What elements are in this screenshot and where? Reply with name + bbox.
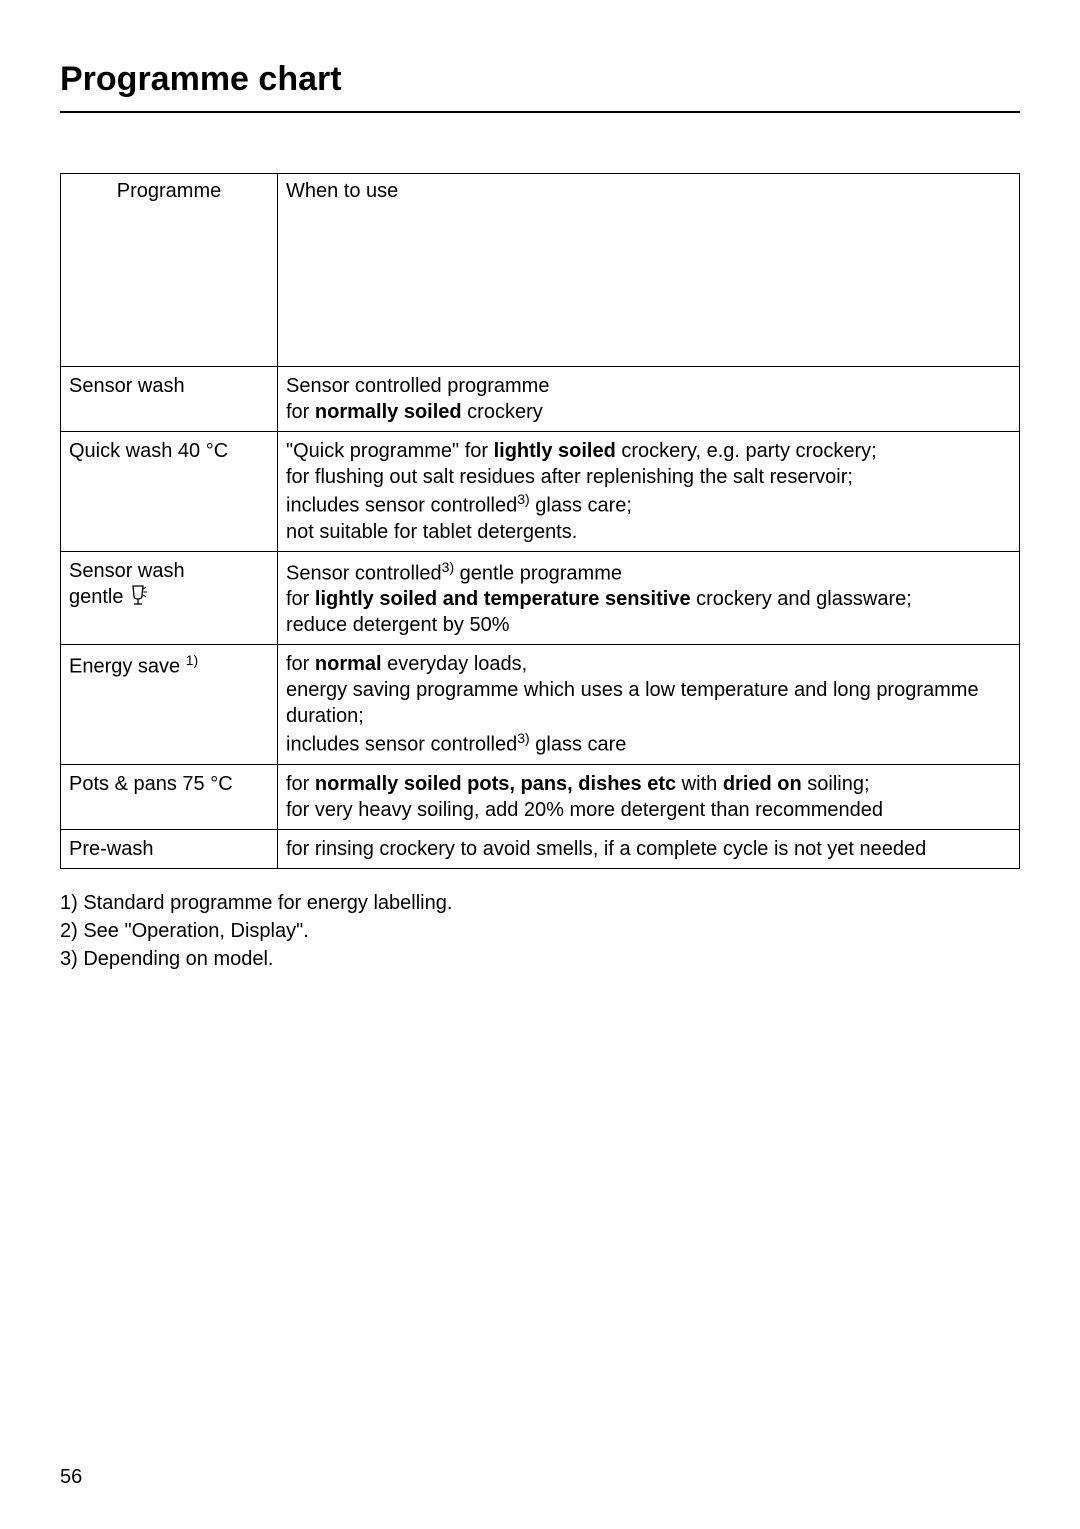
table-row: Pots & pans 75 °C for normally soiled pot…	[61, 764, 1020, 829]
footnote-line: 3) Depending on model.	[60, 945, 1020, 973]
table-row: Sensor wash gentle Sensor controlled3) ge…	[61, 551, 1020, 645]
footnote-line: 2) See "Operation, Display".	[60, 917, 1020, 945]
when-to-use-cell: for rinsing crockery to avoid smells, if…	[278, 829, 1020, 868]
when-to-use-cell: for normal everyday loads,energy saving …	[278, 645, 1020, 765]
programme-cell: Sensor wash gentle	[61, 551, 278, 645]
programme-name: Sensor wash	[69, 375, 185, 397]
page: Programme chart Programme When to use Se…	[0, 0, 1080, 1529]
when-to-use-cell: Sensor controlled programmefor normally …	[278, 367, 1020, 432]
programme-cell: Pre-wash	[61, 829, 278, 868]
programme-name: Quick wash 40 °C	[69, 440, 228, 462]
table-row: Sensor wash Sensor controlled programmefo…	[61, 367, 1020, 432]
when-to-use-cell: for normally soiled pots, pans, dishes e…	[278, 764, 1020, 829]
table-row: Energy save 1)for normal everyday loads,…	[61, 645, 1020, 765]
programme-name: Pre-wash	[69, 838, 153, 860]
page-number: 56	[60, 1466, 82, 1489]
programme-name: Sensor wash	[69, 560, 185, 582]
col-header-programme: Programme	[61, 174, 278, 367]
when-to-use-cell: "Quick programme" for lightly soiled cro…	[278, 432, 1020, 552]
col-header-when-to-use: When to use	[278, 174, 1020, 367]
programme-sup: 1)	[186, 652, 198, 668]
programme-extra: gentle	[69, 586, 129, 608]
table-header-row: Programme When to use	[61, 174, 1020, 367]
programme-name: Energy save	[69, 656, 186, 678]
glass-icon	[129, 585, 147, 605]
table-row: Pre-wash for rinsing crockery to avoid sm…	[61, 829, 1020, 868]
when-to-use-cell: Sensor controlled3) gentle programmefor …	[278, 551, 1020, 645]
footnotes: 1) Standard programme for energy labelli…	[60, 889, 1020, 973]
footnote-line: 1) Standard programme for energy labelli…	[60, 889, 1020, 917]
table-body: Sensor wash Sensor controlled programmefo…	[61, 367, 1020, 869]
programme-chart-table: Programme When to use Sensor washSensor …	[60, 173, 1020, 869]
page-title: Programme chart	[60, 60, 1020, 99]
programme-cell: Energy save 1)	[61, 645, 278, 765]
programme-name: Pots & pans 75 °C	[69, 773, 233, 795]
programme-cell: Pots & pans 75 °C	[61, 764, 278, 829]
programme-cell: Quick wash 40 °C	[61, 432, 278, 552]
programme-cell: Sensor wash	[61, 367, 278, 432]
title-rule	[60, 111, 1020, 113]
table-row: Quick wash 40 °C "Quick programme" for li…	[61, 432, 1020, 552]
